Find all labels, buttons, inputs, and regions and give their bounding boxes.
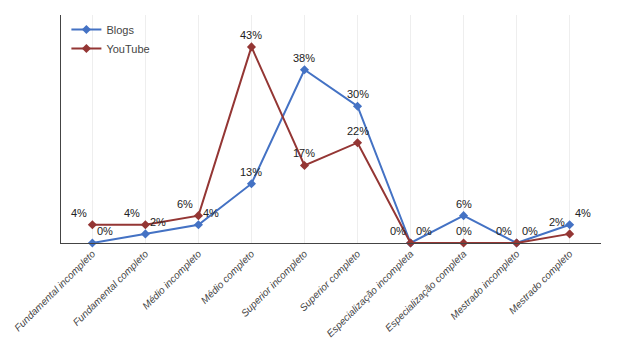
svg-text:YouTube: YouTube <box>106 43 149 55</box>
svg-text:Superior completo: Superior completo <box>297 248 362 313</box>
svg-text:0%: 0% <box>496 225 512 237</box>
svg-text:Especialização incompleta: Especialização incompleta <box>324 248 415 339</box>
svg-text:4%: 4% <box>575 207 591 219</box>
svg-text:Médio incompleto: Médio incompleto <box>140 248 204 312</box>
svg-text:30%: 30% <box>347 88 369 100</box>
svg-text:0%: 0% <box>390 225 406 237</box>
svg-text:Mestrado incompleto: Mestrado incompleto <box>448 248 522 322</box>
svg-text:17%: 17% <box>293 147 315 159</box>
svg-text:Blogs: Blogs <box>106 24 134 36</box>
svg-text:6%: 6% <box>456 198 472 210</box>
svg-text:4%: 4% <box>71 207 87 219</box>
svg-text:0%: 0% <box>416 225 432 237</box>
svg-text:13%: 13% <box>240 166 262 178</box>
svg-text:2%: 2% <box>150 216 166 228</box>
svg-text:4%: 4% <box>203 207 219 219</box>
svg-text:Fundamental completo: Fundamental completo <box>71 248 151 328</box>
svg-text:0%: 0% <box>522 225 538 237</box>
svg-text:6%: 6% <box>177 198 193 210</box>
svg-text:0%: 0% <box>97 225 113 237</box>
svg-text:Superior incompleto: Superior incompleto <box>239 248 310 319</box>
svg-text:Médio completo: Médio completo <box>199 248 257 306</box>
svg-text:0%: 0% <box>456 225 472 237</box>
svg-text:22%: 22% <box>347 125 369 137</box>
svg-text:38%: 38% <box>293 52 315 64</box>
svg-text:4%: 4% <box>124 207 140 219</box>
svg-text:Especialização completa: Especialização completa <box>383 248 469 334</box>
svg-text:Fundamental incompleto: Fundamental incompleto <box>12 248 98 334</box>
svg-text:Mestrado completo: Mestrado completo <box>507 248 575 316</box>
svg-text:43%: 43% <box>240 29 262 41</box>
svg-text:2%: 2% <box>549 216 565 228</box>
